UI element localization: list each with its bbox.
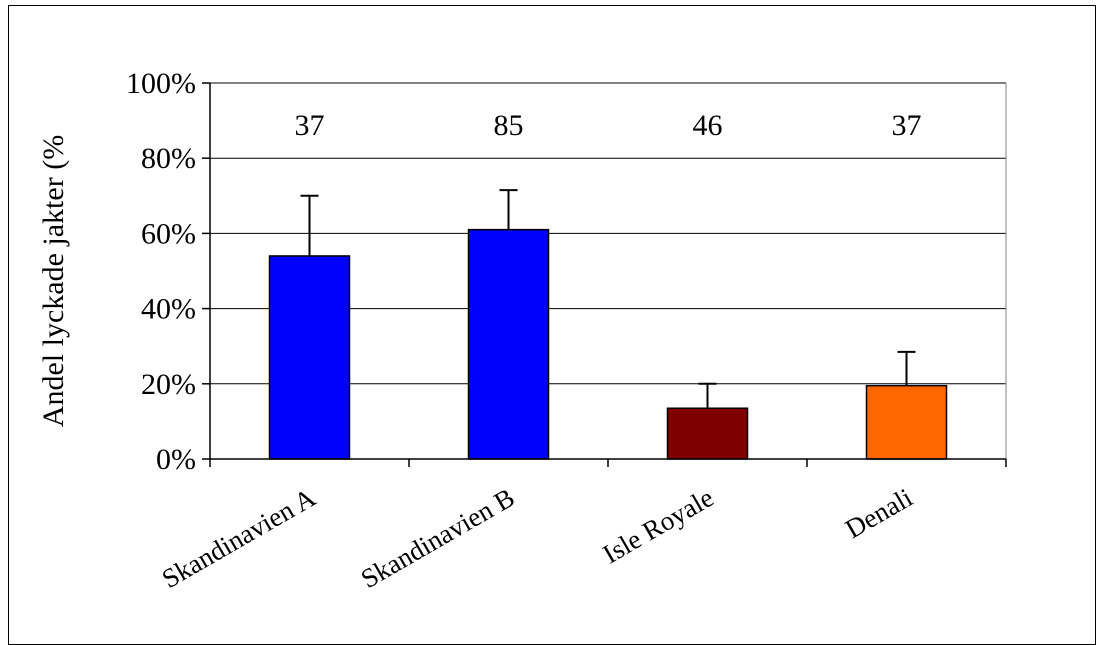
bar-4 [865, 384, 948, 460]
y-tick-label: 40% [141, 293, 196, 326]
y-tick-label: 60% [141, 217, 196, 250]
bar-2 [467, 228, 550, 460]
sample-size-label: 37 [892, 109, 922, 142]
y-tick-label: 20% [141, 368, 196, 401]
bars [268, 228, 948, 460]
x-category-label: Isle Royale [598, 482, 719, 569]
sample-size-label: 37 [295, 109, 325, 142]
x-category-label: Denali [840, 482, 917, 544]
chart-frame [8, 5, 1096, 645]
x-category-label: Skandinavien B [356, 482, 520, 594]
y-tick-label: 0% [156, 443, 196, 476]
sample-size-label: 85 [494, 109, 524, 142]
x-category-label: Skandinavien A [157, 482, 321, 594]
axes [202, 82, 1007, 467]
y-tick-label: 100% [126, 67, 196, 100]
sample-size-label: 46 [693, 109, 723, 142]
y-tick-label: 80% [141, 142, 196, 175]
bar-1 [268, 255, 351, 460]
error-bars [300, 189, 916, 409]
y-axis-title: Andel lyckade jakter (% [37, 135, 70, 427]
bar-3 [666, 407, 749, 460]
